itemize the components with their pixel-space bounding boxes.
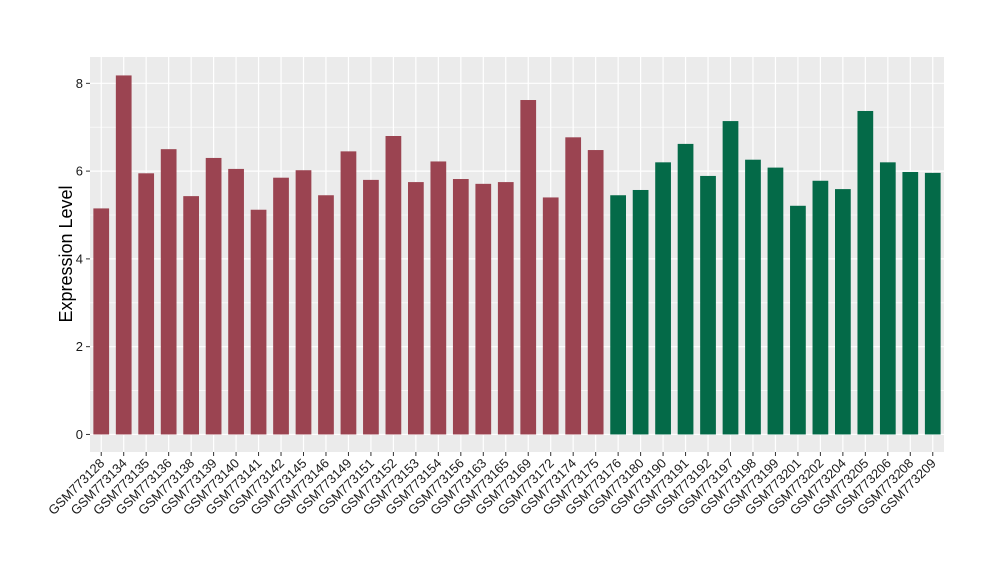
bar-GSM773169 (520, 100, 537, 435)
bar-GSM773197 (722, 121, 739, 435)
bar-GSM773206 (879, 162, 896, 435)
bar-GSM773154 (430, 161, 447, 435)
bar-GSM773151 (363, 179, 379, 435)
y-axis-title: Expression Level (56, 185, 76, 322)
bar-GSM773136 (160, 149, 177, 435)
bar-GSM773140 (228, 168, 244, 435)
y-tick-label: 4 (76, 251, 83, 266)
bar-GSM773142 (273, 177, 289, 435)
y-tick-label: 8 (76, 76, 83, 91)
bar-GSM773128 (93, 208, 110, 435)
y-tick-label: 0 (76, 427, 83, 442)
bar-GSM773141 (250, 209, 267, 435)
bar-GSM773201 (790, 205, 806, 435)
y-tick-label: 2 (76, 339, 83, 354)
bar-GSM773209 (924, 172, 941, 435)
bar-GSM773199 (767, 167, 784, 435)
bar-GSM773156 (452, 179, 469, 435)
bar-GSM773163 (475, 183, 492, 435)
bar-GSM773191 (677, 143, 694, 435)
bar-GSM773180 (632, 189, 649, 435)
bar-GSM773135 (138, 173, 155, 435)
bar-GSM773190 (655, 162, 671, 435)
x-axis: GSM773128GSM773134GSM773135GSM773136GSM7… (45, 452, 939, 518)
y-axis: 0 2 4 6 8 (76, 76, 90, 442)
bar-GSM773175 (587, 150, 604, 435)
bar-GSM773149 (340, 151, 357, 435)
bar-GSM773145 (295, 170, 312, 435)
bar-GSM773192 (700, 175, 716, 435)
bar-GSM773205 (857, 110, 874, 435)
bar-GSM773153 (408, 182, 424, 435)
bar-GSM773139 (205, 157, 222, 435)
bar-GSM773174 (565, 137, 582, 435)
bar-GSM773172 (542, 197, 559, 435)
bar-GSM773165 (497, 182, 514, 435)
bar-GSM773198 (745, 159, 761, 435)
bar-GSM773146 (318, 195, 334, 435)
bar-GSM773202 (812, 180, 829, 435)
y-tick-label: 6 (76, 164, 83, 179)
bar-GSM773208 (902, 171, 919, 435)
bar-GSM773138 (183, 196, 199, 435)
bars (93, 75, 941, 435)
bar-GSM773176 (610, 195, 626, 435)
bar-GSM773134 (115, 75, 132, 435)
bar-GSM773152 (385, 136, 402, 435)
bar-GSM773204 (835, 189, 851, 435)
